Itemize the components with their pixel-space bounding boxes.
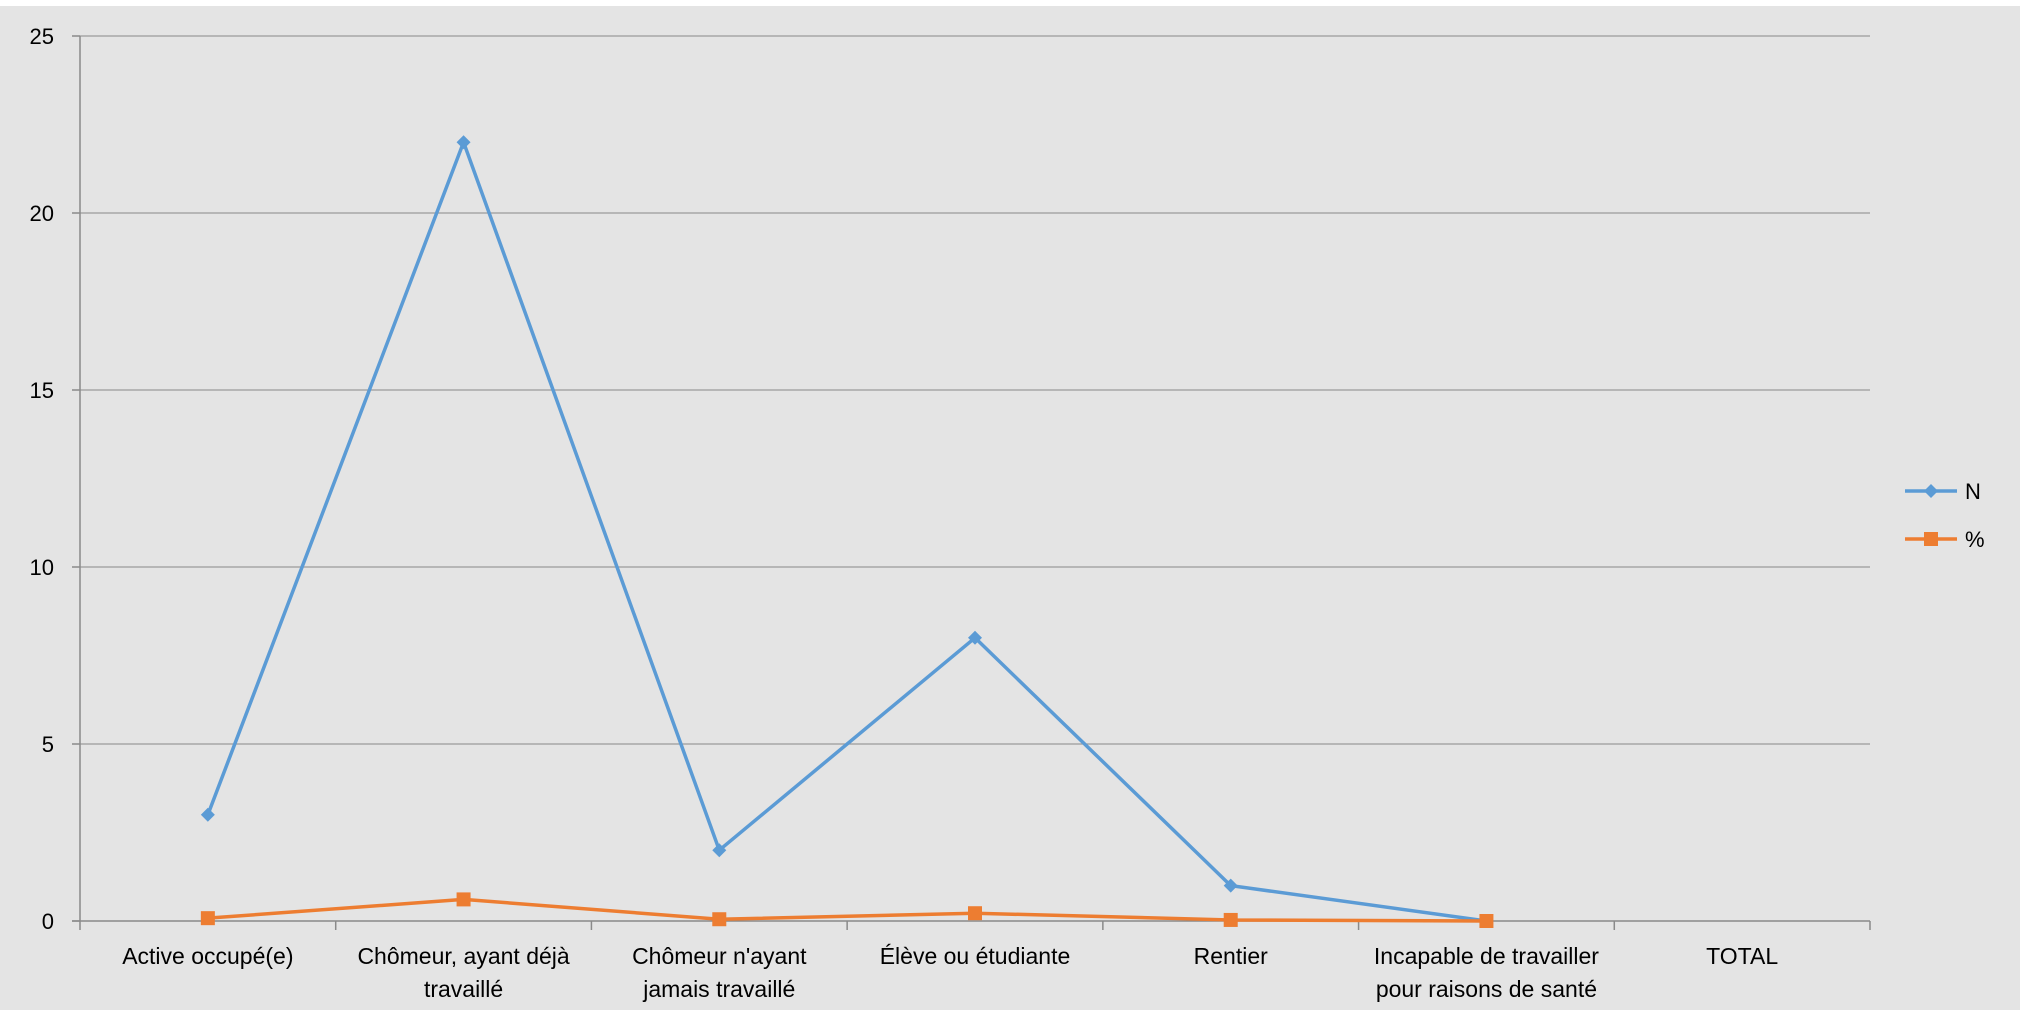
- data-point-n: [1223, 878, 1238, 893]
- chart-area: 0 5 10 15 20 25 Active occupé(e) Chômeur, ayant…: [0, 6, 2020, 1010]
- data-point-percent: [456, 892, 471, 907]
- legend-marker-n: [1924, 484, 1938, 498]
- x-category-label: pour raisons de santé: [1376, 976, 1597, 1002]
- x-category-label: travaillé: [424, 976, 503, 1002]
- legend-marker-percent: [1924, 532, 1938, 546]
- y-tick-label: 20: [30, 201, 54, 226]
- series-line-n: [206, 140, 1487, 923]
- x-category-label: jamais travaillé: [642, 976, 795, 1002]
- series-line-percent: [207, 897, 1487, 923]
- legend-label-percent: %: [1965, 527, 1985, 552]
- x-category-label: Élève ou étudiante: [880, 943, 1071, 969]
- data-point-percent: [1479, 914, 1494, 928]
- x-category-label: Chômeur n'ayant: [632, 943, 807, 969]
- y-tick-label: 10: [30, 555, 54, 580]
- y-tick-label: 25: [30, 24, 54, 49]
- data-point-percent: [1223, 912, 1238, 927]
- x-category-label: Active occupé(e): [122, 943, 293, 969]
- y-tick-label: 15: [30, 378, 54, 403]
- data-point-percent: [200, 911, 215, 926]
- data-point-percent: [968, 906, 982, 921]
- data-point-n: [712, 843, 727, 858]
- legend-label-n: N: [1965, 479, 1981, 504]
- x-category-label: Incapable de travailler: [1374, 943, 1599, 969]
- line-chart: 0 5 10 15 20 25 Active occupé(e) Chômeur, ayant…: [30, 24, 1985, 1002]
- y-tick-label: 0: [42, 909, 54, 934]
- x-category-label: Rentier: [1194, 943, 1268, 969]
- data-point-n: [200, 807, 215, 822]
- data-point-n: [968, 630, 982, 645]
- data-point-percent: [712, 912, 727, 927]
- x-category-label: TOTAL: [1706, 943, 1778, 969]
- data-point-n: [456, 135, 471, 150]
- x-category-label: Chômeur, ayant déjà: [357, 943, 569, 969]
- y-tick-label: 5: [42, 732, 54, 757]
